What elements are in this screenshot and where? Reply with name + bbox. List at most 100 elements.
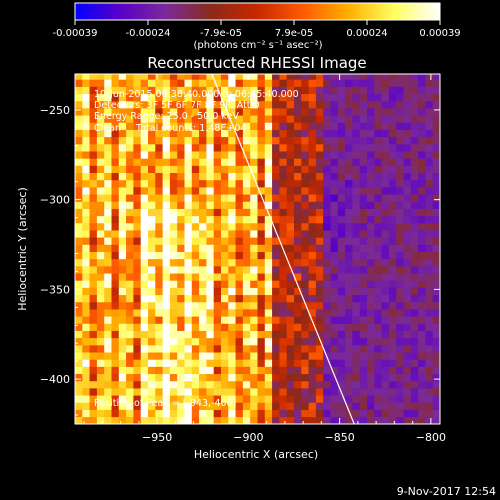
heatmap-pixel: [418, 337, 426, 346]
heatmap-pixel: [104, 373, 112, 382]
heatmap-pixel: [264, 280, 273, 288]
heatmap-pixel: [286, 352, 295, 360]
heatmap-pixel: [345, 144, 353, 152]
heatmap-pixel: [242, 129, 251, 138]
heatmap-pixel: [403, 266, 412, 274]
heatmap-pixel: [396, 280, 404, 288]
heatmap-pixel: [75, 108, 83, 116]
heatmap-pixel: [294, 316, 302, 324]
heatmap-pixel: [359, 194, 368, 202]
heatmap-pixel: [199, 330, 207, 339]
heatmap-pixel: [111, 237, 120, 245]
heatmap-pixel: [367, 165, 375, 174]
heatmap-pixel: [118, 273, 127, 281]
heatmap-pixel: [367, 79, 375, 87]
heatmap-pixel: [286, 301, 295, 310]
heatmap-pixel: [118, 108, 127, 116]
heatmap-pixel: [206, 179, 214, 188]
heatmap-pixel: [140, 230, 149, 238]
heatmap-pixel: [301, 287, 309, 296]
heatmap-pixel: [323, 79, 331, 87]
heatmap-pixel: [330, 316, 339, 324]
heatmap-pixel: [242, 172, 251, 181]
heatmap-pixel: [133, 172, 141, 181]
heatmap-pixel: [425, 409, 433, 418]
heatmap-pixel: [235, 409, 244, 418]
heatmap-pixel: [286, 158, 295, 166]
heatmap-pixel: [425, 395, 433, 403]
heatmap-pixel: [352, 280, 360, 288]
heatmap-pixel: [286, 215, 295, 224]
heatmap-pixel: [403, 330, 412, 339]
heatmap-pixel: [286, 108, 295, 116]
heatmap-pixel: [294, 237, 302, 245]
heatmap-pixel: [352, 86, 360, 95]
heatmap-pixel: [272, 144, 280, 152]
heatmap-pixel: [374, 373, 382, 382]
heatmap-pixel: [279, 301, 287, 310]
heatmap-pixel: [126, 301, 134, 310]
heatmap-pixel: [410, 86, 419, 95]
heatmap-pixel: [206, 258, 214, 267]
heatmap-pixel: [111, 136, 120, 145]
heatmap-pixel: [418, 187, 426, 195]
heatmap-pixel: [104, 337, 112, 346]
heatmap-pixel: [242, 258, 251, 267]
heatmap-pixel: [82, 144, 90, 152]
heatmap-pixel: [206, 266, 214, 274]
heatmap-pixel: [425, 380, 433, 389]
heatmap-pixel: [294, 366, 302, 375]
heatmap-pixel: [301, 115, 309, 123]
heatmap-pixel: [257, 108, 266, 116]
heatmap-pixel: [96, 86, 105, 95]
heatmap-pixel: [162, 258, 171, 267]
heatmap-pixel: [206, 115, 214, 123]
heatmap-pixel: [242, 287, 251, 296]
heatmap-pixel: [330, 287, 339, 296]
heatmap-pixel: [133, 208, 141, 217]
heatmap-pixel: [126, 380, 134, 389]
heatmap-pixel: [169, 359, 178, 367]
heatmap-pixel: [162, 179, 171, 188]
heatmap-pixel: [148, 366, 156, 375]
heatmap-pixel: [381, 115, 390, 123]
heatmap-pixel: [169, 215, 178, 224]
heatmap-pixel: [345, 380, 353, 389]
heatmap-pixel: [104, 388, 112, 396]
heatmap-pixel: [345, 258, 353, 267]
heatmap-pixel: [330, 215, 339, 224]
colorbar-frame: [74, 2, 441, 21]
heatmap-pixel: [286, 208, 295, 217]
solar-limb-line: [211, 73, 355, 425]
heatmap-pixel: [272, 86, 280, 95]
heatmap-pixel: [177, 258, 185, 267]
colorbar-tick-label: 7.9e-05: [275, 28, 313, 39]
heatmap-pixel: [352, 330, 360, 339]
heatmap-pixel: [403, 230, 412, 238]
heatmap-pixel: [118, 115, 127, 123]
heatmap-pixel: [228, 323, 236, 331]
heatmap-pixel: [345, 395, 353, 403]
heatmap-pixel: [89, 122, 98, 130]
heatmap-pixel: [432, 316, 440, 324]
heatmap-pixel: [286, 151, 295, 159]
heatmap-pixel: [286, 366, 295, 375]
heatmap-pixel: [250, 165, 258, 174]
heatmap-pixel: [169, 330, 178, 339]
heatmap-pixel: [213, 416, 222, 424]
heatmap-pixel: [104, 345, 112, 353]
heatmap-pixel: [418, 352, 426, 360]
heatmap-pixel: [425, 115, 433, 123]
heatmap-pixel: [352, 359, 360, 367]
heatmap-pixel: [272, 136, 280, 145]
heatmap-pixel: [432, 179, 440, 188]
heatmap-pixel: [126, 294, 134, 303]
heatmap-pixel: [359, 402, 368, 410]
heatmap-pixel: [432, 144, 440, 152]
heatmap-pixel: [118, 122, 127, 130]
heatmap-pixel: [388, 366, 397, 375]
heatmap-pixel: [403, 115, 412, 123]
heatmap-pixel: [177, 373, 185, 382]
heatmap-pixel: [250, 395, 258, 403]
heatmap-pixel: [359, 74, 368, 80]
